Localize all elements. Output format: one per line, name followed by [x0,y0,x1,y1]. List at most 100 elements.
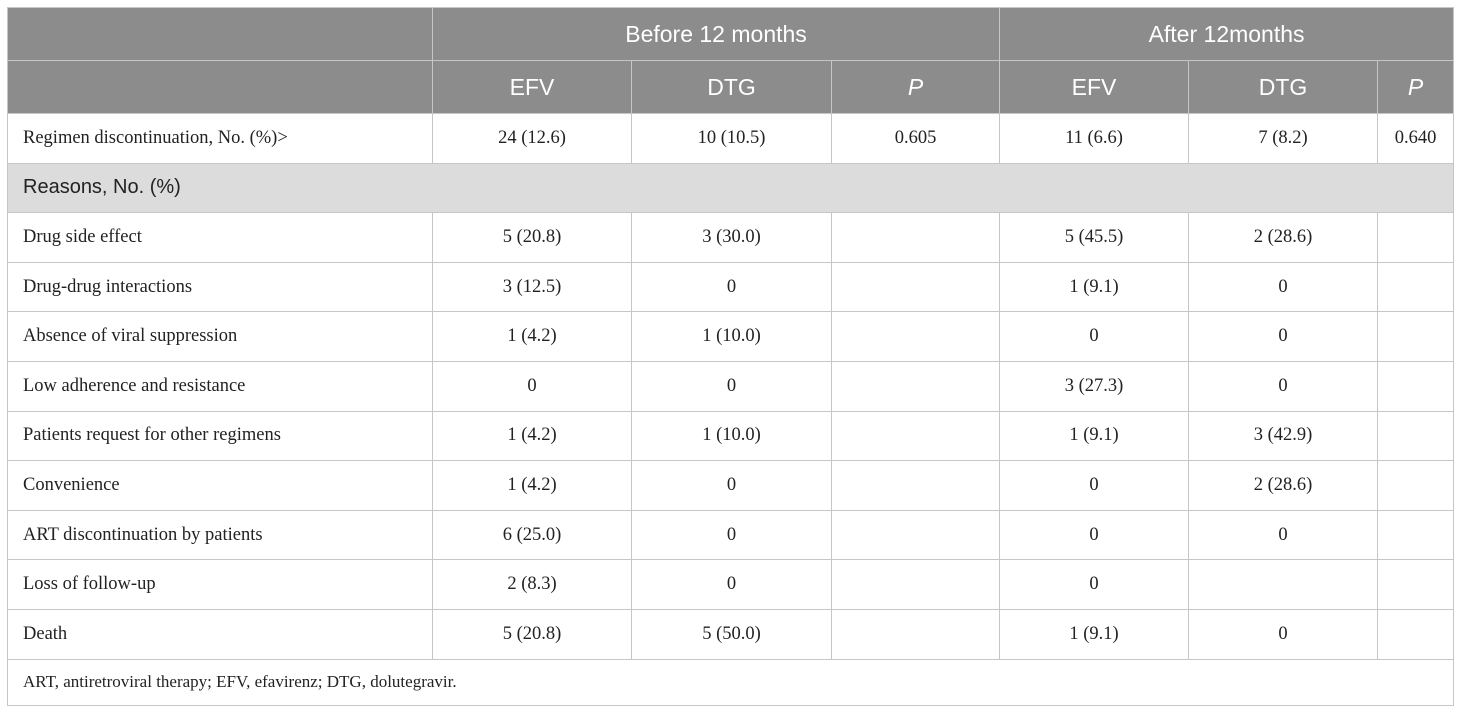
cell-p-after [1377,509,1455,561]
table-row: Loss of follow-up 2 (8.3) 0 0 [7,559,1455,610]
sub-header-efv-after: EFV [999,60,1190,114]
sub-header-dtg-after: DTG [1188,60,1379,114]
row-label: ART discontinuation by patients [7,509,433,561]
cell-dtg-after: 0 [1188,360,1379,412]
cell-p-before [830,509,1001,561]
cell-p-after: 0.640 [1377,113,1455,164]
cell-efv-after: 1 (9.1) [999,410,1190,462]
cell-dtg-after: 0 [1188,509,1379,561]
cell-efv-before: 5 (20.8) [432,608,632,660]
cell-efv-after: 1 (9.1) [999,608,1190,660]
group-header-after: After 12months [999,7,1455,61]
sub-header-p-before: P [830,60,1001,114]
row-label: Drug side effect [7,212,433,263]
table-row: ART discontinuation by patients 6 (25.0) 0… [7,509,1455,561]
table-footer: ART, antiretroviral therapy; EFV, efavir… [6,658,1455,706]
row-label: Loss of follow-up [7,559,433,610]
cell-efv-after: 1 (9.1) [999,261,1190,313]
sub-header-row: EFV DTG P EFV DTG P [7,60,1455,114]
cell-efv-before: 2 (8.3) [432,559,632,610]
header-corner-cell [7,7,433,61]
cell-dtg-after: 0 [1188,311,1379,362]
cell-p-after [1377,212,1455,263]
row-label: Convenience [7,460,433,511]
cell-dtg-before: 1 (10.0) [631,311,832,362]
cell-p-after [1377,360,1455,412]
cell-p-before: 0.605 [830,113,1001,164]
cell-dtg-before: 5 (50.0) [631,608,832,660]
row-label: Absence of viral suppression [7,311,433,362]
sub-header-efv-before: EFV [432,60,632,114]
cell-dtg-after: 2 (28.6) [1188,460,1379,511]
cell-dtg-before: 0 [631,360,832,412]
cell-efv-before: 3 (12.5) [432,261,632,313]
section-label: Reasons, No. (%) [6,162,1455,214]
table-row: Low adherence and resistance 0 0 3 (27.3) 0 [7,360,1455,412]
cell-p-after [1377,608,1455,660]
cell-p-before [830,608,1001,660]
cell-p-after [1377,261,1455,313]
cell-dtg-before: 0 [631,261,832,313]
section-row: Reasons, No. (%) [6,162,1455,214]
cell-p-before [830,410,1001,462]
footnote-row: ART, antiretroviral therapy; EFV, efavir… [6,658,1455,706]
cell-p-before [830,311,1001,362]
row-label: Regimen discontinuation, No. (%)> [7,113,433,164]
cell-p-before [830,212,1001,263]
cell-p-after [1377,311,1455,362]
cell-p-after [1377,559,1455,610]
cell-efv-before: 1 (4.2) [432,410,632,462]
row-label: Low adherence and resistance [7,360,433,412]
cell-dtg-before: 0 [631,509,832,561]
cell-dtg-after: 0 [1188,608,1379,660]
cell-efv-after: 0 [999,559,1190,610]
cell-efv-after: 5 (45.5) [999,212,1190,263]
table-row: Patients request for other regimens 1 (4.… [7,410,1455,462]
cell-p-after [1377,460,1455,511]
row-label: Patients request for other regimens [7,410,433,462]
cell-dtg-before: 0 [631,460,832,511]
cell-p-before [830,559,1001,610]
cell-dtg-after: 3 (42.9) [1188,410,1379,462]
sub-header-dtg-before: DTG [631,60,832,114]
cell-efv-before: 24 (12.6) [432,113,632,164]
cell-efv-after: 0 [999,509,1190,561]
cell-p-after [1377,410,1455,462]
cell-efv-before: 1 (4.2) [432,460,632,511]
table-row: Drug-drug interactions 3 (12.5) 0 1 (9.1) 0 [7,261,1455,313]
table-row: Death 5 (20.8) 5 (50.0) 1 (9.1) 0 [7,608,1455,660]
cell-efv-before: 0 [432,360,632,412]
footnote: ART, antiretroviral therapy; EFV, efavir… [6,658,1455,706]
sub-header-corner-cell [7,60,433,114]
cell-p-before [830,360,1001,412]
table-row: Absence of viral suppression 1 (4.2) 1 (10… [7,311,1455,362]
table-row: Drug side effect 5 (20.8) 3 (30.0) 5 (45.5)… [7,212,1455,263]
cell-dtg-before: 1 (10.0) [631,410,832,462]
cell-efv-before: 6 (25.0) [432,509,632,561]
group-header-row: Before 12 months After 12months [7,7,1455,61]
cell-p-before [830,261,1001,313]
row-label: Death [7,608,433,660]
table-container: Before 12 months After 12months EFV DTG … [6,7,1455,706]
sub-header-p-after: P [1377,60,1455,114]
table-body: Regimen discontinuation, No. (%)> 24 (12… [6,113,1455,660]
cell-dtg-before: 0 [631,559,832,610]
cell-efv-before: 1 (4.2) [432,311,632,362]
cell-dtg-after: 7 (8.2) [1188,113,1379,164]
cell-p-before [830,460,1001,511]
cell-efv-after: 3 (27.3) [999,360,1190,412]
group-header-before: Before 12 months [431,7,1001,61]
cell-efv-after: 0 [999,460,1190,511]
cell-efv-after: 11 (6.6) [999,113,1190,164]
summary-row: Regimen discontinuation, No. (%)> 24 (12… [7,113,1455,164]
cell-dtg-after [1188,559,1379,610]
cell-efv-before: 5 (20.8) [432,212,632,263]
table-row: Convenience 1 (4.2) 0 0 2 (28.6) [7,460,1455,511]
cell-dtg-after: 2 (28.6) [1188,212,1379,263]
table-header: Before 12 months After 12months EFV DTG … [7,7,1455,114]
cell-dtg-before: 3 (30.0) [631,212,832,263]
row-label: Drug-drug interactions [7,261,433,313]
cell-dtg-before: 10 (10.5) [631,113,832,164]
cell-efv-after: 0 [999,311,1190,362]
discontinuation-table: Before 12 months After 12months EFV DTG … [6,7,1455,706]
